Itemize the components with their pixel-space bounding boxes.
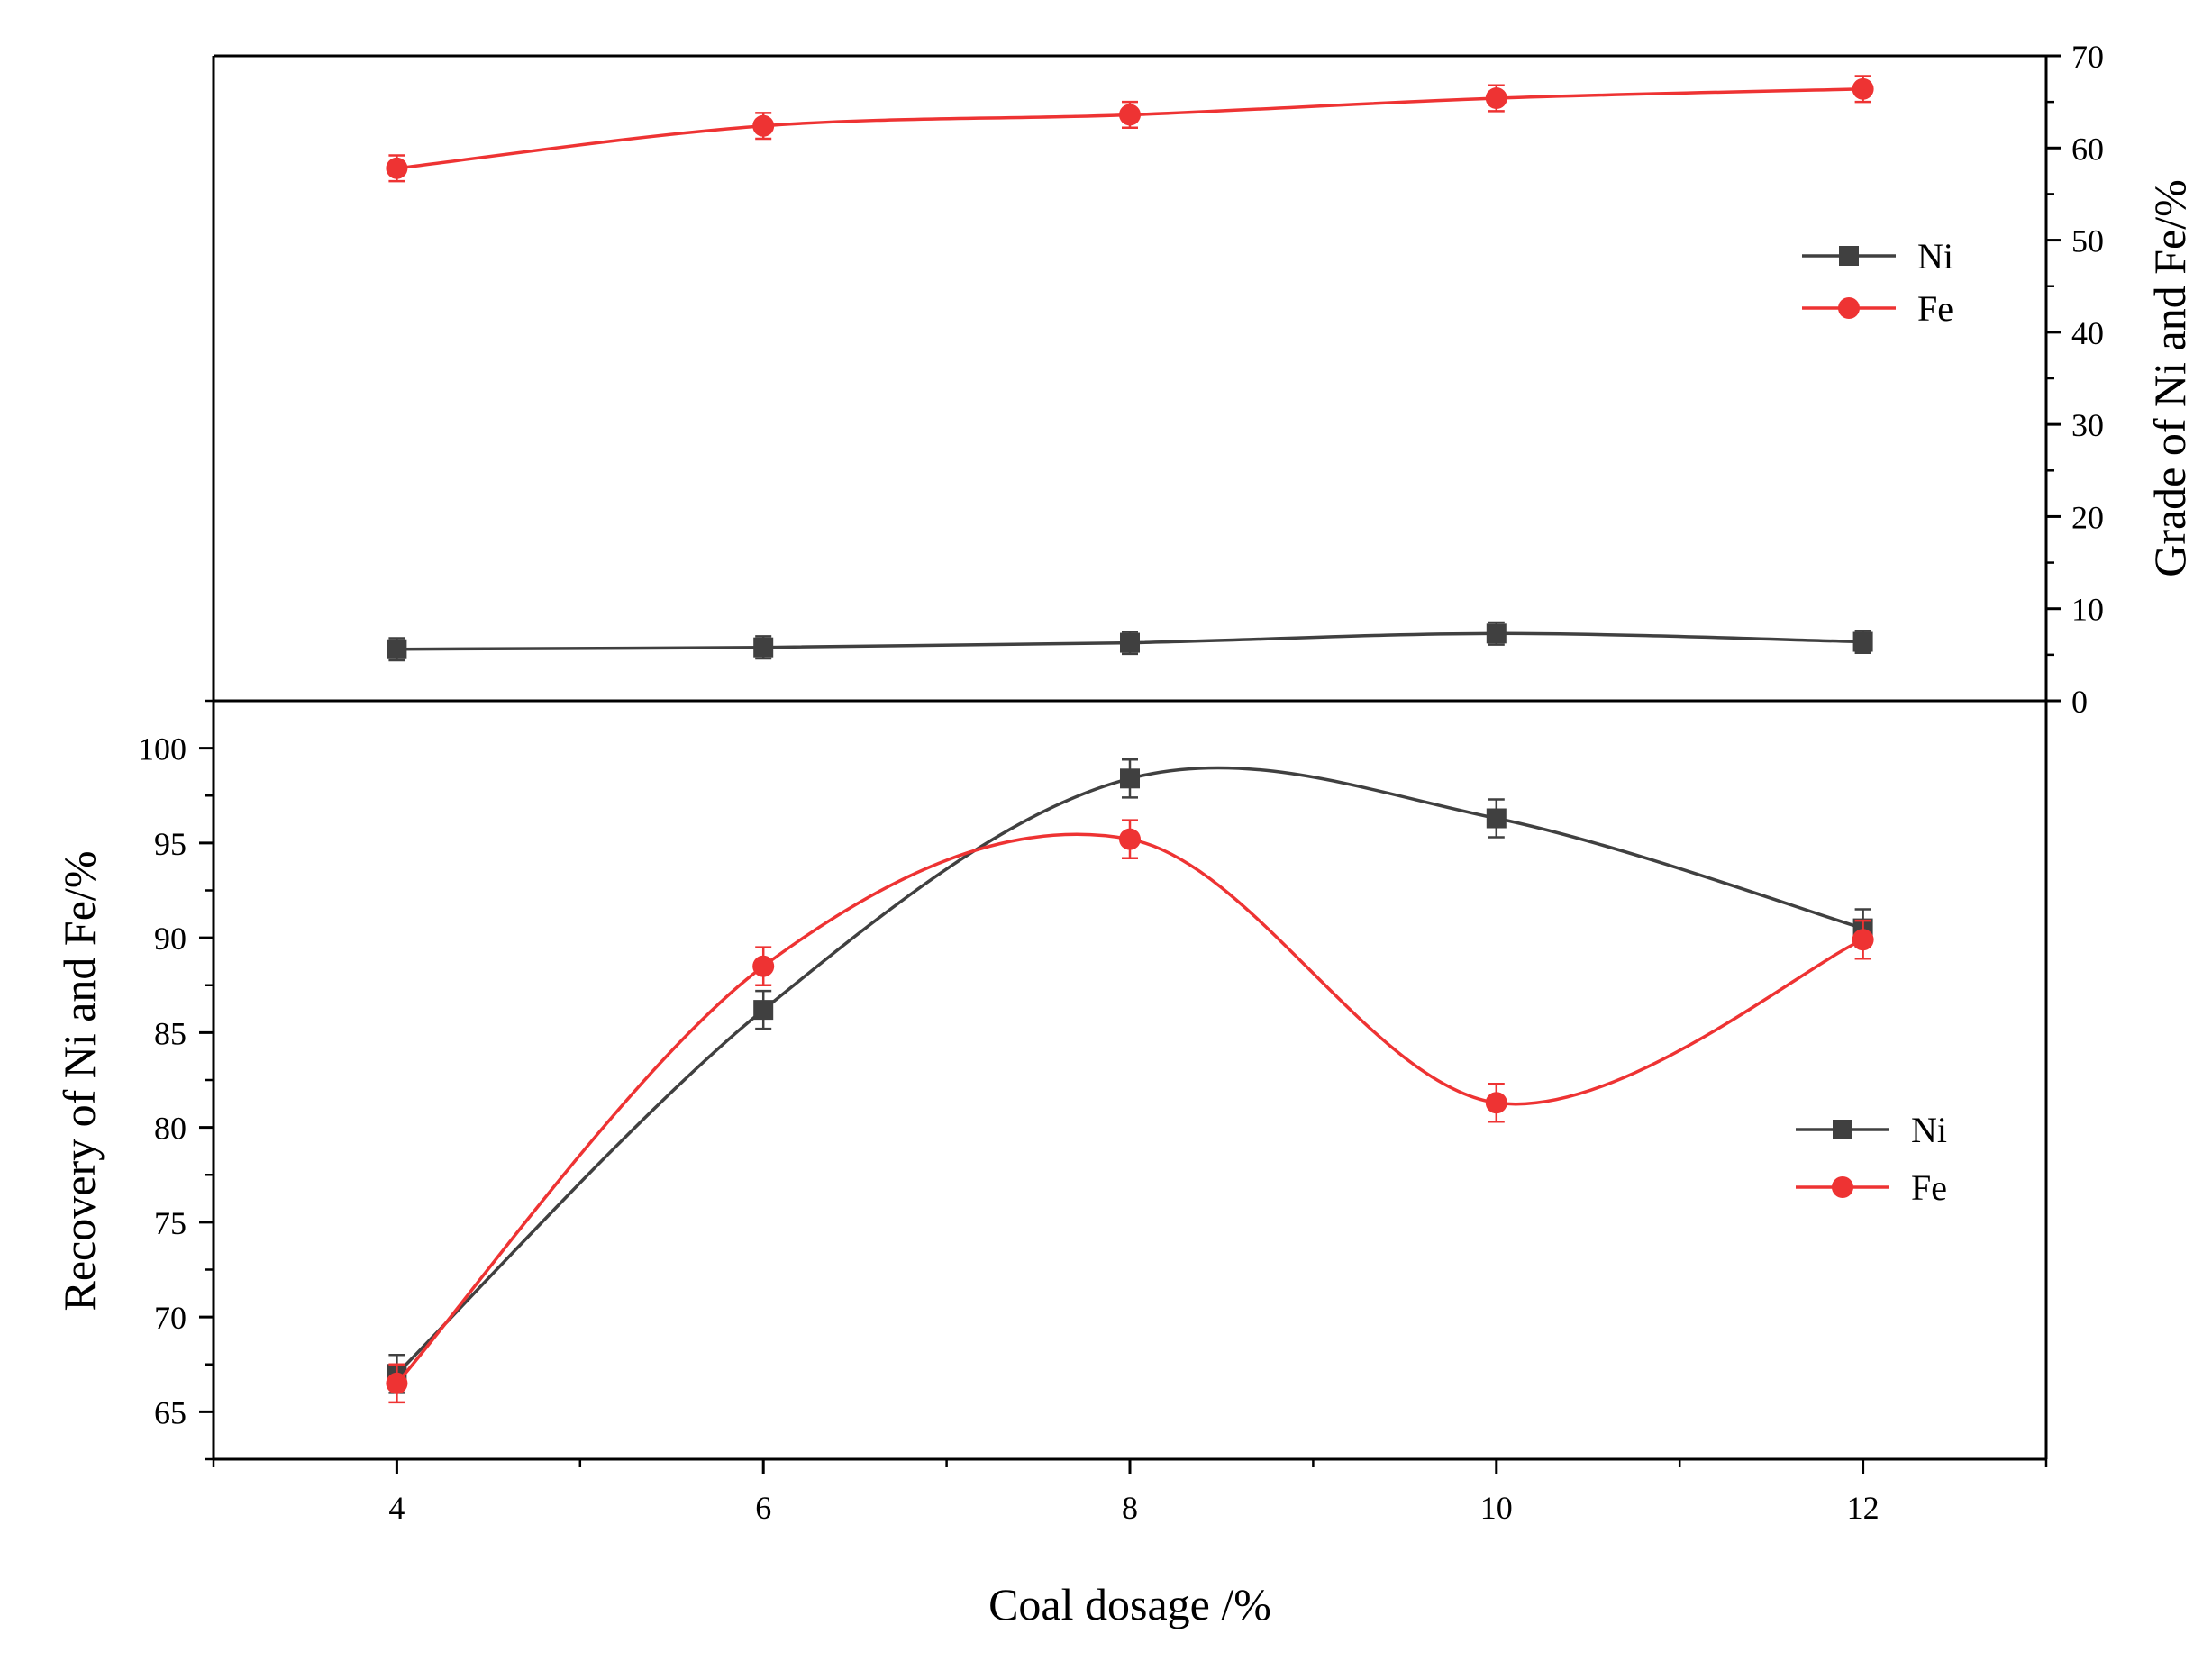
recovery-legend-fe-label: Fe <box>1911 1167 1947 1208</box>
recovery-panel: 65 70 75 80 85 90 95 100 4 6 8 10 12 Recovery of Ni… <box>54 699 2048 1526</box>
recovery-y-tick-label: 65 <box>154 1394 187 1430</box>
grade-ni-point <box>1120 632 1140 653</box>
recovery-legend-ni-label: Ni <box>1911 1110 1947 1150</box>
recovery-ni-point <box>1486 808 1507 829</box>
x-tick-label: 4 <box>388 1490 405 1526</box>
grade-y-tick-label: 60 <box>2071 131 2104 167</box>
x-tick-label: 8 <box>1122 1490 1138 1526</box>
recovery-fe-point <box>752 955 775 977</box>
recovery-fe-point <box>1485 1092 1507 1114</box>
recovery-y-tick-label: 70 <box>154 1300 187 1336</box>
grade-fe-point <box>1485 87 1507 110</box>
recovery-y-axis-title: Recovery of Ni and Fe/% <box>54 851 105 1312</box>
grade-fe-point <box>1852 77 1874 100</box>
recovery-y-tick-label: 75 <box>154 1205 187 1241</box>
recovery-y-ticks: 65 70 75 80 85 90 95 100 <box>138 699 214 1461</box>
grade-ni-point <box>753 637 774 658</box>
recovery-ni-point <box>1120 768 1140 789</box>
recovery-y-tick-label: 90 <box>154 921 187 957</box>
grade-legend: Ni Fe <box>1802 236 1953 329</box>
grade-fe-point <box>1119 104 1141 126</box>
x-tick-label: 12 <box>1847 1490 1880 1526</box>
recovery-series <box>386 758 1874 1404</box>
recovery-y-tick-label: 95 <box>154 826 187 862</box>
grade-y-ticks: 0 10 20 30 40 50 60 70 <box>2046 39 2104 720</box>
recovery-ni-line <box>396 766 1864 1375</box>
grade-panel: 0 10 20 30 40 50 60 70 Grade of Ni and Fe/% Ni F… <box>212 39 2195 720</box>
recovery-y-tick-label: 85 <box>154 1015 187 1051</box>
grade-legend-fe-marker <box>1838 297 1860 319</box>
recovery-legend: Ni Fe <box>1796 1110 1947 1208</box>
recovery-fe-point <box>1119 828 1141 850</box>
recovery-legend-ni-marker <box>1833 1120 1852 1139</box>
grade-y-axis-title: Grade of Ni and Fe/% <box>2144 179 2195 577</box>
x-axis-title: Coal dosage /% <box>988 1579 1271 1629</box>
recovery-legend-fe-marker <box>1832 1176 1853 1198</box>
recovery-fe-point <box>1852 929 1874 951</box>
grade-y-tick-label: 70 <box>2071 39 2104 75</box>
x-tick-label: 6 <box>755 1490 771 1526</box>
grade-fe-point <box>386 157 408 179</box>
grade-y-tick-label: 50 <box>2071 223 2104 259</box>
grade-fe-point <box>752 114 775 137</box>
grade-legend-ni-marker <box>1839 246 1859 266</box>
grade-y-tick-label: 0 <box>2071 684 2088 720</box>
recovery-ni-point <box>753 1000 774 1021</box>
grade-y-tick-label: 30 <box>2071 407 2104 443</box>
grade-ni-point <box>387 639 407 659</box>
x-ticks: 4 6 8 10 12 <box>212 1459 2048 1526</box>
x-tick-label: 10 <box>1480 1490 1513 1526</box>
recovery-fe-point <box>386 1372 408 1394</box>
grade-y-tick-label: 10 <box>2071 592 2104 628</box>
grade-y-tick-label: 40 <box>2071 315 2104 351</box>
grade-legend-ni-label: Ni <box>1917 236 1953 277</box>
grade-y-tick-label: 20 <box>2071 499 2104 535</box>
grade-series <box>386 75 1874 662</box>
grade-ni-point <box>1486 623 1507 644</box>
recovery-y-tick-label: 100 <box>138 731 187 767</box>
recovery-y-tick-label: 80 <box>154 1111 187 1147</box>
grade-legend-fe-label: Fe <box>1917 288 1953 329</box>
grade-ni-point <box>1852 631 1873 652</box>
